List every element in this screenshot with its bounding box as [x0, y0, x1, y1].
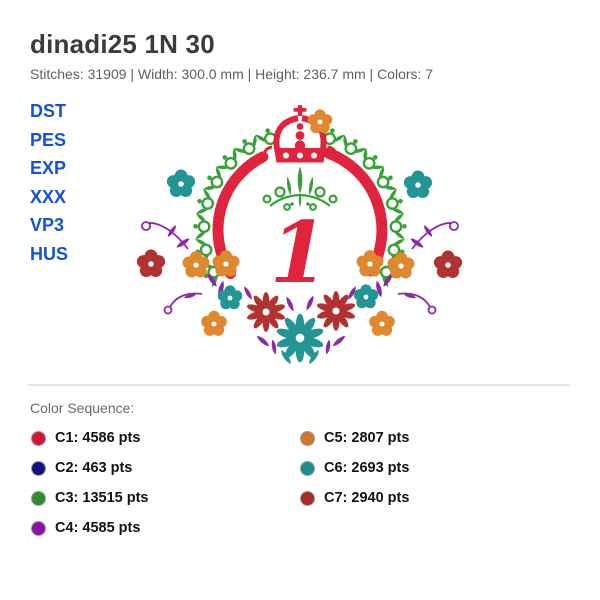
color-row-c2: C2: 463 pts	[31, 460, 132, 476]
color-label-c1: C1: 4586 pts	[55, 430, 141, 446]
color-label-c4: C4: 4585 pts	[55, 520, 141, 536]
color-row-c4: C4: 4585 pts	[31, 520, 140, 536]
format-link-dst[interactable]: DST	[30, 101, 66, 121]
color-row-c3: C3: 13515 pts	[31, 490, 149, 506]
page-title: dinadi25 1N 30	[30, 29, 215, 59]
color-swatch-c2	[31, 460, 46, 476]
design-stats: Stitches: 31909 | Width: 300.0 mm | Heig…	[30, 66, 434, 82]
color-swatch-c3	[31, 490, 46, 506]
format-link-xxx[interactable]: XXX	[30, 186, 67, 207]
format-link-vp3[interactable]: VP3	[30, 215, 65, 235]
color-label-c6: C6: 2693 pts	[324, 460, 410, 476]
color-row-c6: C6: 2693 pts	[300, 460, 409, 476]
color-label-c2: C2: 463 pts	[55, 460, 133, 476]
color-swatch-c4	[31, 520, 46, 536]
format-links: DST PES EXP XXX VP3 HUS	[30, 97, 68, 268]
format-link-hus[interactable]: HUS	[30, 243, 69, 264]
tendrils	[141, 221, 459, 315]
color-label-c3: C3: 13515 pts	[55, 490, 149, 506]
format-link-pes[interactable]: PES	[30, 129, 67, 150]
color-swatch-c6	[300, 460, 315, 476]
color-label-c5: C5: 2807 pts	[324, 430, 410, 446]
color-swatch-c1	[31, 430, 46, 446]
embroidery-preview: 1	[120, 100, 480, 370]
damask-ornament	[262, 166, 338, 211]
color-swatch-c5	[300, 430, 315, 446]
color-sequence-heading: Color Sequence:	[30, 400, 135, 416]
color-row-c1: C1: 4586 pts	[31, 430, 140, 446]
color-swatch-c7	[300, 490, 315, 506]
color-label-c7: C7: 2940 pts	[324, 490, 410, 506]
format-link-exp[interactable]: EXP	[30, 158, 67, 178]
section-divider	[28, 384, 570, 386]
color-row-c5: C5: 2807 pts	[300, 430, 409, 446]
color-row-c7: C7: 2940 pts	[300, 490, 409, 506]
center-number: 1	[270, 203, 328, 302]
